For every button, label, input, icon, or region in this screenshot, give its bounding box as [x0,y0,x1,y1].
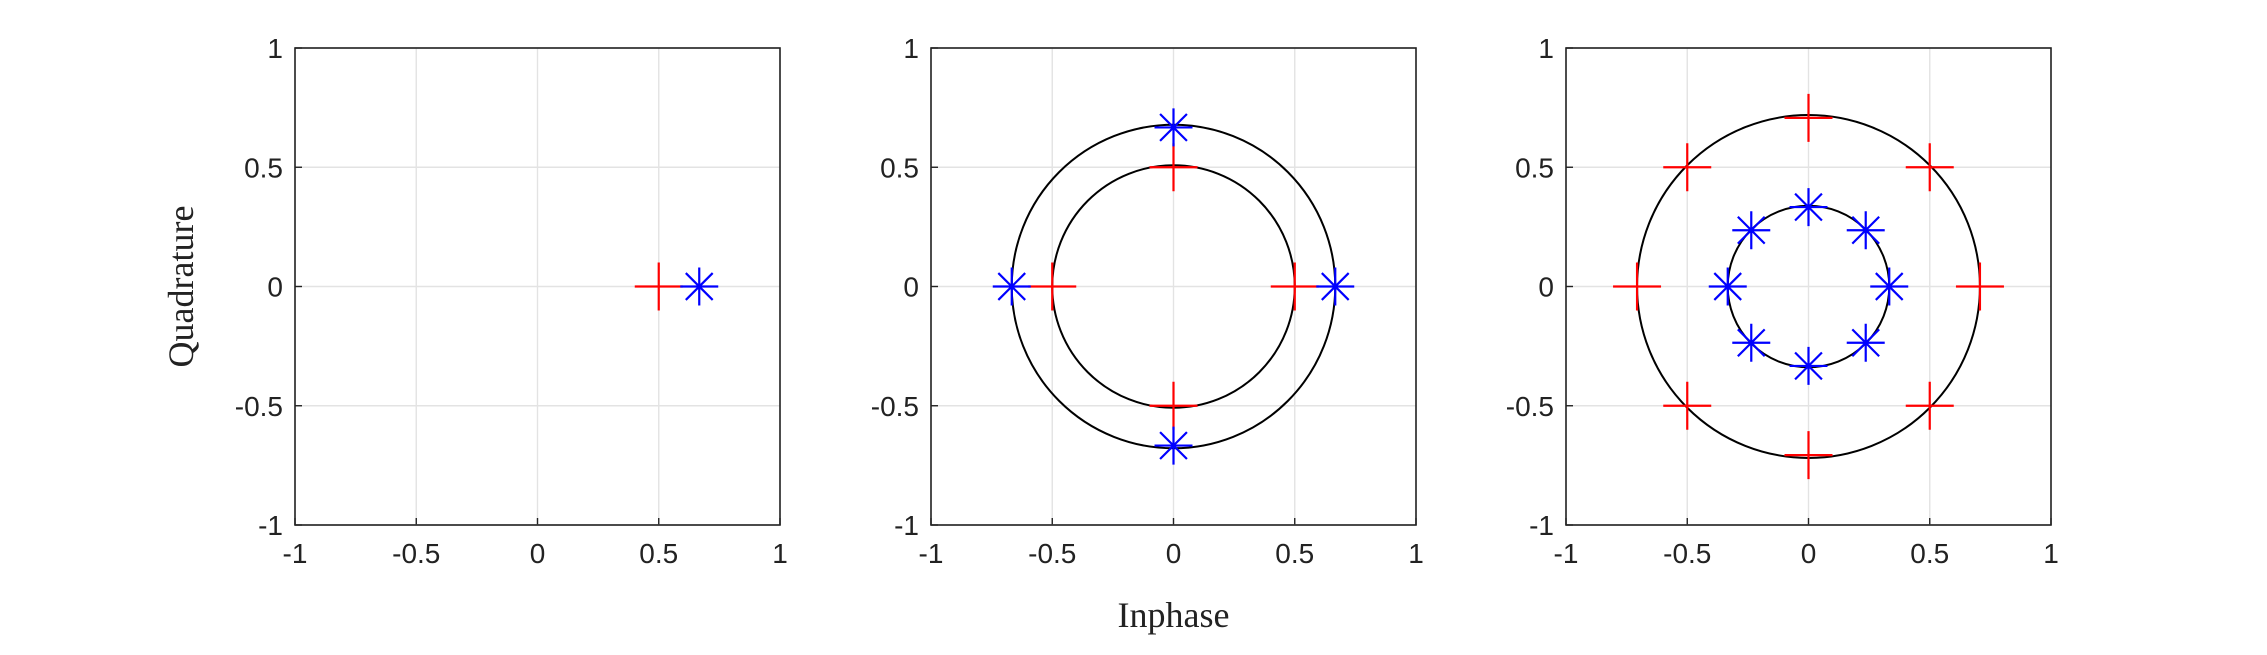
point [1663,143,1712,192]
point [1732,211,1771,250]
point [1905,143,1954,192]
y-tick-label: -0.5 [871,391,919,422]
point [1732,323,1771,362]
axes-box [930,47,1417,526]
x-tick-label: 0.5 [1275,538,1314,569]
point [1663,381,1712,430]
y-tick-label: 1 [1538,33,1554,64]
y-tick-label: 0.5 [1515,152,1554,183]
y-tick-label: -1 [894,510,919,541]
y-tick-label: -0.5 [235,391,283,422]
x-tick-label: -0.5 [1028,538,1076,569]
point [1613,262,1662,311]
point [1789,188,1828,227]
y-tick-label: 0 [1538,272,1554,303]
x-tick-label: 0 [1166,538,1182,569]
x-tick-label: 0.5 [1910,538,1949,569]
point [1028,262,1077,311]
point [1154,426,1193,465]
y-tick-label: 0.5 [880,152,919,183]
point [1789,346,1828,385]
y-tick-label: -0.5 [1506,391,1554,422]
x-tick-label: -1 [1554,538,1579,569]
y-tick-label: -1 [1529,510,1554,541]
x-tick-label: 1 [772,538,788,569]
x-tick-label: -1 [919,538,944,569]
point [680,267,719,306]
point [1154,108,1193,147]
point [1784,93,1833,142]
y-tick-label: 0 [903,272,919,303]
x-tick-label: 0.5 [639,538,678,569]
x-tick-label: 0 [1801,538,1817,569]
point [634,262,683,311]
y-tick-label: 0 [267,272,283,303]
y-tick-label: 1 [903,33,919,64]
axes-box [294,47,781,526]
point [1846,323,1885,362]
x-tick-label: 0 [530,538,546,569]
y-tick-label: 0.5 [244,152,283,183]
point [1149,381,1198,430]
point [1149,143,1198,192]
point [1905,381,1954,430]
point [1316,267,1355,306]
y-tick-label: 1 [267,33,283,64]
point [1846,211,1885,250]
axes-box [1565,47,2052,526]
point [992,267,1031,306]
x-tick-label: -0.5 [392,538,440,569]
x-tick-label: 1 [2043,538,2059,569]
y-axis-label: Quadrature [161,206,201,368]
point [1270,262,1319,311]
point [1870,267,1909,306]
point [1955,262,2004,311]
point [1784,431,1833,480]
x-tick-label: 1 [1408,538,1424,569]
point [1708,267,1747,306]
x-axis-label: Inphase [1118,595,1230,635]
x-tick-label: -1 [283,538,308,569]
y-tick-label: -1 [258,510,283,541]
x-tick-label: -0.5 [1663,538,1711,569]
